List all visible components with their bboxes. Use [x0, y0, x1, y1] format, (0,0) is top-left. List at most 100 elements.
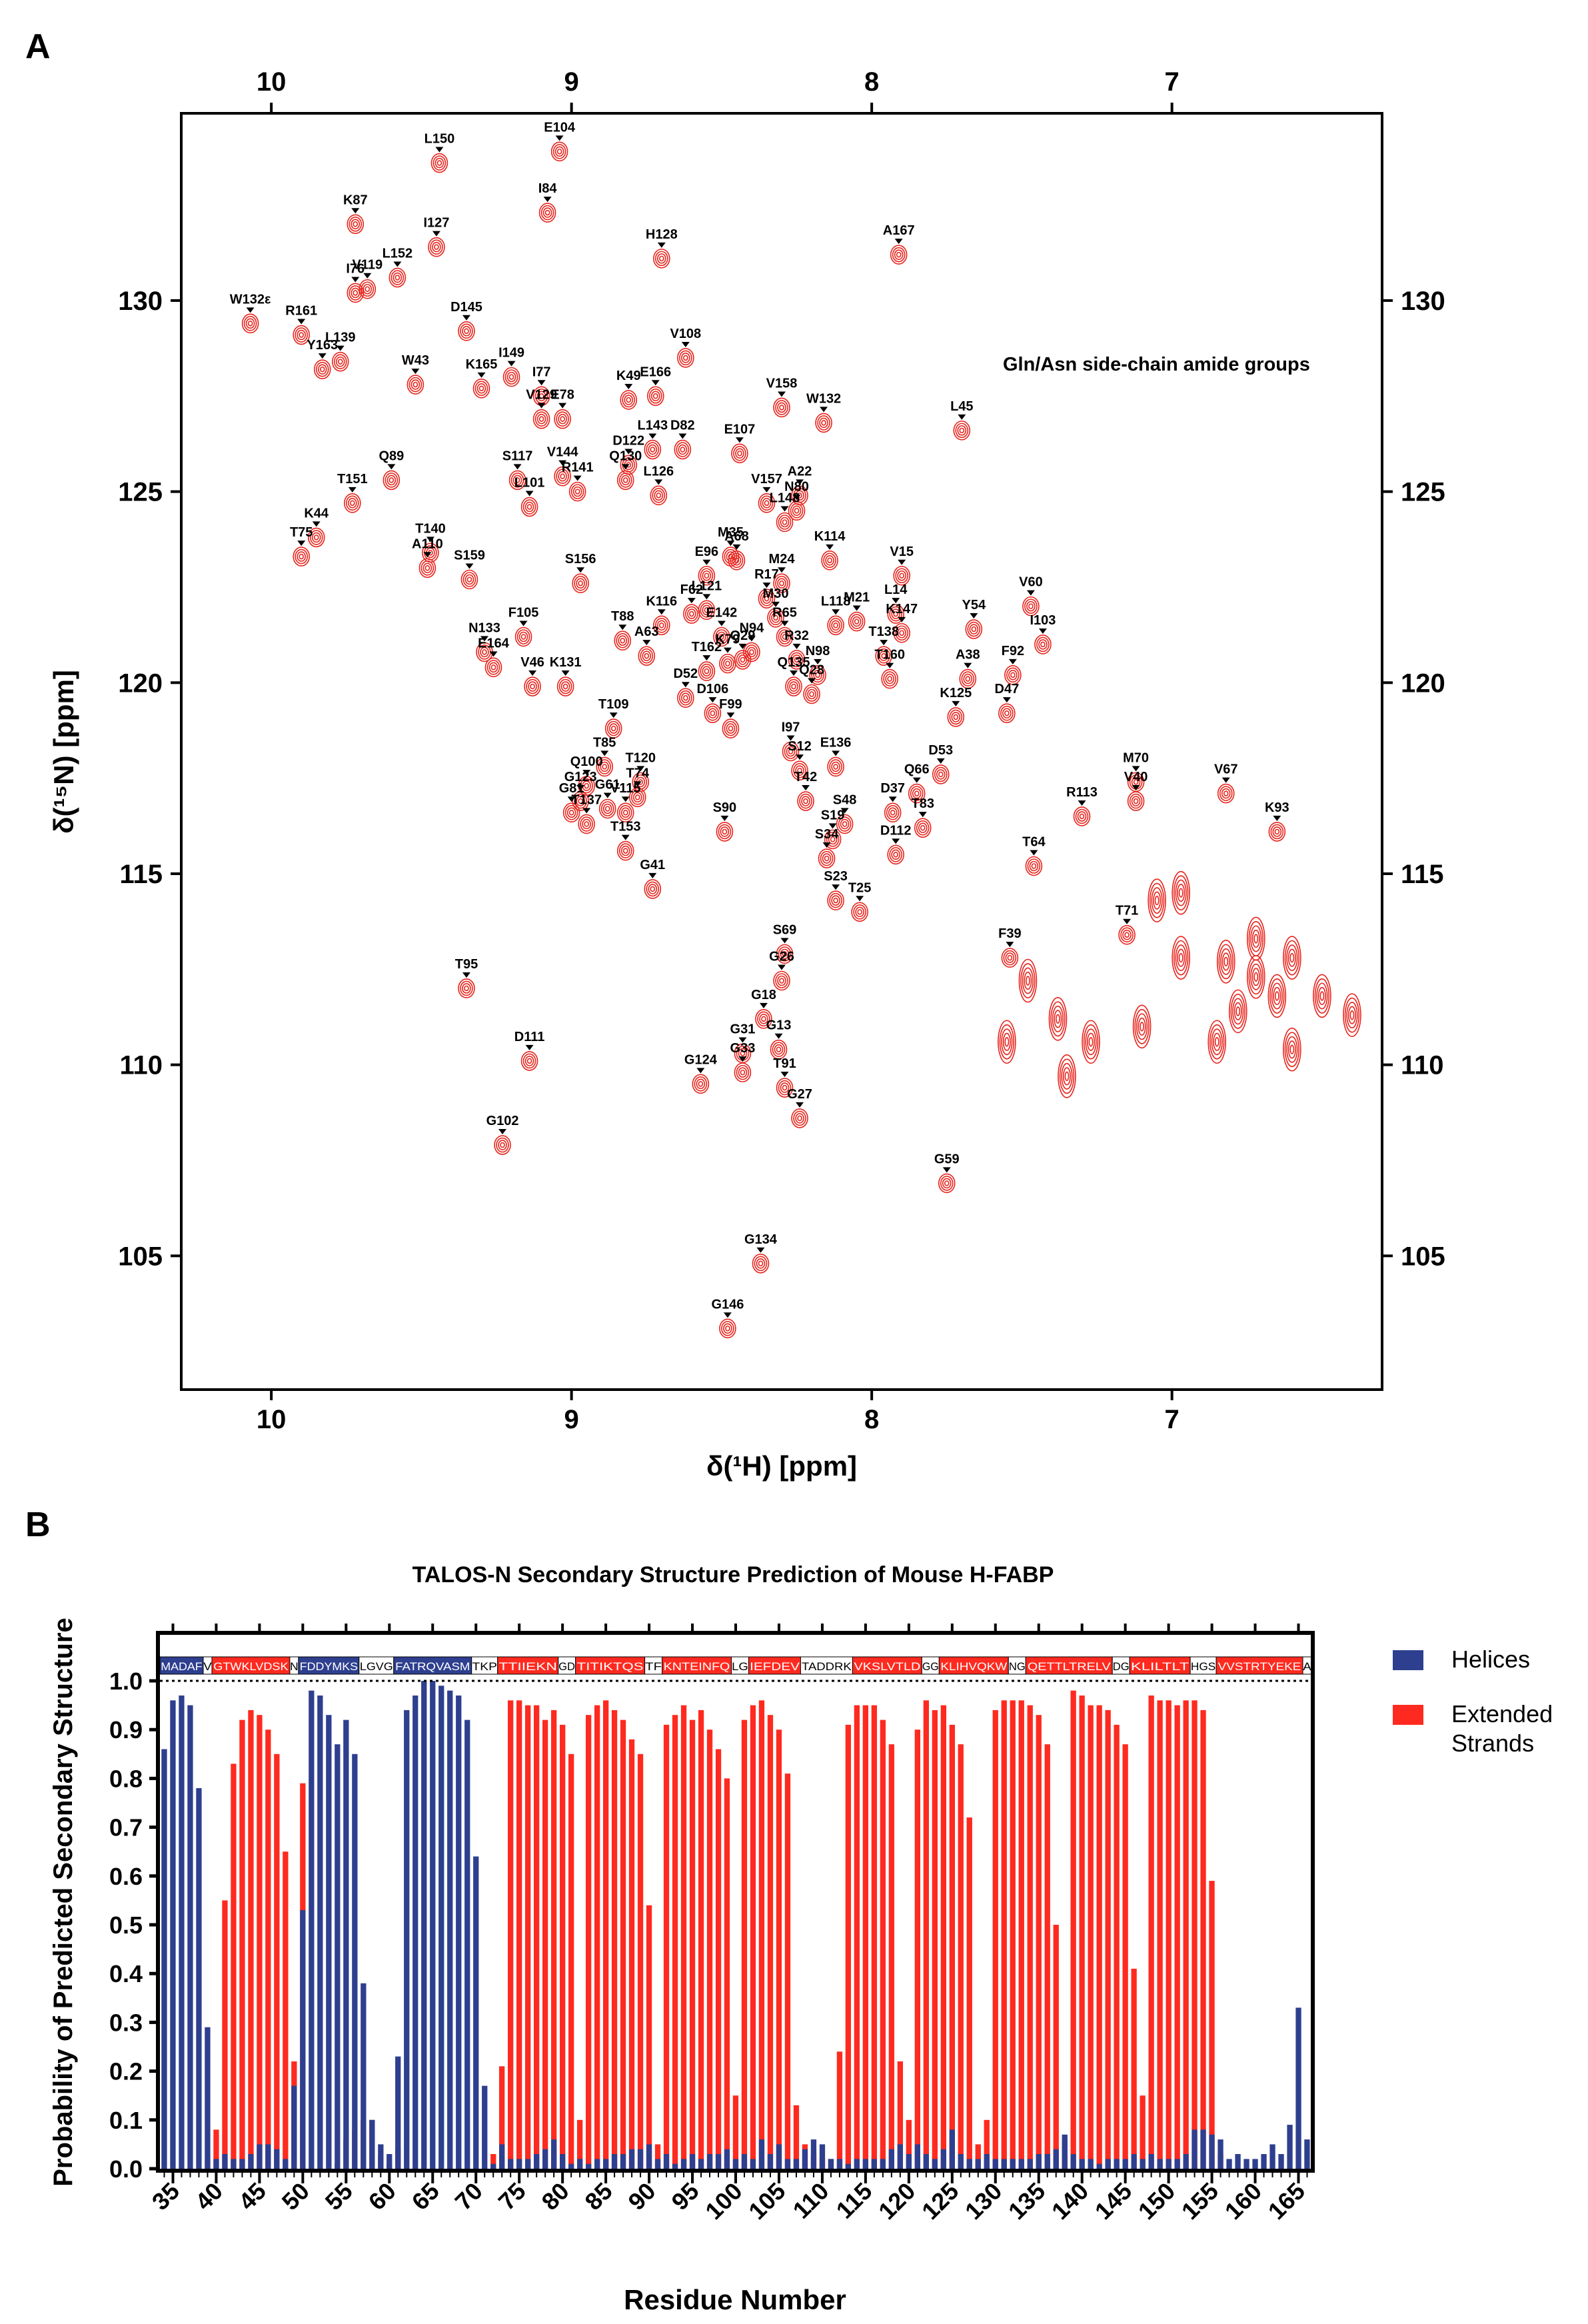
peak-K44 — [307, 527, 325, 548]
peak-label: T85 — [593, 735, 616, 750]
peak-arrow — [582, 808, 591, 814]
peak-T95 — [458, 978, 475, 998]
strand-bar — [577, 2119, 583, 2169]
helix-bar — [239, 2159, 245, 2169]
side-chain-peak — [1246, 954, 1265, 999]
peak-F99 — [722, 718, 740, 738]
peak-label: F99 — [719, 697, 742, 712]
x-tick-label-top: 8 — [864, 67, 879, 97]
peak-I84 — [538, 203, 556, 223]
peak-V46 — [524, 676, 541, 696]
peak-arrow — [651, 380, 660, 386]
peak-label: V60 — [1019, 575, 1043, 590]
peak-arrow — [1273, 815, 1281, 821]
peak-arrow — [738, 1056, 747, 1062]
peak-arrow — [856, 896, 864, 902]
helix-bar — [525, 2159, 531, 2169]
peak-F105 — [514, 626, 532, 647]
peak-label: K165 — [466, 357, 498, 372]
peak-label: E136 — [820, 735, 852, 750]
sequence-text: GG — [922, 1660, 939, 1673]
strand-bar — [1200, 1710, 1206, 2169]
sequence-segment-strand — [852, 1656, 922, 1675]
peak-label: H128 — [646, 227, 678, 242]
peak-arrow — [814, 658, 822, 664]
strand-bar — [1183, 1700, 1189, 2169]
peak-label: I97 — [782, 720, 800, 735]
peak-W132ε — [241, 313, 259, 334]
peak-label: K44 — [304, 506, 329, 521]
x-tick-label: 110 — [788, 2177, 834, 2224]
helix-bar — [594, 2159, 600, 2169]
strand-bar — [1079, 1696, 1085, 2169]
peak-label: N98 — [806, 644, 830, 658]
strand-bar — [222, 1900, 228, 2169]
peak-L14 — [887, 604, 904, 624]
helix-bar — [343, 1720, 349, 2169]
peak-label: V108 — [670, 327, 701, 341]
y-tick-label: 0.2 — [109, 2058, 143, 2085]
strand-bar — [715, 1749, 722, 2169]
peak-K87 — [347, 214, 365, 235]
peak-Q130 — [616, 470, 634, 491]
peak-label: I149 — [498, 346, 524, 361]
peak-label: M35 — [718, 525, 744, 540]
peak-arrow — [780, 506, 789, 512]
strand-bar — [586, 1715, 592, 2169]
peak-T160 — [881, 668, 898, 689]
helix-bar — [1018, 2159, 1024, 2169]
peak-arrow — [642, 640, 651, 646]
peak-label: T71 — [1116, 904, 1138, 918]
y-tick-label: 0.8 — [109, 1765, 143, 1792]
y-tick-label: 130 — [118, 287, 163, 316]
sequence-text: IEFDEV — [750, 1660, 800, 1673]
y-tick-label: 0.9 — [109, 1716, 143, 1743]
peak-label: R113 — [1066, 785, 1098, 800]
peak-arrow — [738, 1037, 747, 1043]
strand-bar — [940, 1705, 946, 2169]
peak-label: L152 — [383, 247, 413, 261]
x-tick-label-top: 10 — [257, 67, 287, 97]
strand-bar — [1096, 1705, 1102, 2169]
peak-D47 — [998, 703, 1016, 723]
helix-bar — [620, 2154, 626, 2169]
helix-bar — [871, 2159, 877, 2169]
peak-arrow — [738, 643, 747, 649]
peak-label: G31 — [730, 1022, 756, 1036]
helix-bar — [404, 1710, 410, 2169]
helix-bar — [499, 2144, 505, 2169]
talos-title: TALOS-N Secondary Structure Prediction o… — [412, 1562, 1054, 1588]
peak-arrow — [555, 135, 564, 141]
peak-label: E107 — [724, 422, 756, 437]
x-tick-label: 145 — [1090, 2177, 1137, 2225]
peak-label: L143 — [637, 419, 668, 433]
helix-bar — [958, 2154, 964, 2169]
helix-bar — [161, 1749, 167, 2169]
helix-bar — [828, 2159, 834, 2169]
peak-S12 — [791, 760, 808, 780]
helix-bar — [1053, 2149, 1059, 2169]
sequence-text: VVSTRTYEKE — [1218, 1660, 1301, 1673]
helix-bar — [706, 2154, 713, 2169]
side-chain-peak — [1283, 936, 1301, 980]
talos-bars — [161, 1681, 1310, 2169]
helix-bar — [1261, 2154, 1267, 2169]
peak-label: G102 — [486, 1114, 519, 1128]
peak-arrow — [297, 319, 306, 325]
peak-label: G134 — [744, 1232, 778, 1247]
strand-bar — [542, 1720, 548, 2169]
helix-bar — [611, 2154, 618, 2169]
strand-bar — [508, 1700, 514, 2169]
sequence-text: TKP — [472, 1660, 497, 1673]
peak-label: S12 — [788, 739, 812, 754]
peak-T64 — [1025, 856, 1043, 876]
hsqc-frame — [180, 112, 1383, 1391]
sequence-text: TF — [645, 1660, 662, 1673]
sequence-segment-coil — [800, 1656, 853, 1675]
helix-bar — [1096, 2163, 1102, 2169]
peak-label: D82 — [670, 419, 695, 433]
strand-bar — [680, 1705, 687, 2169]
y-tick-label: 125 — [118, 478, 163, 507]
helix-bar — [490, 2163, 496, 2169]
peak-D145 — [458, 321, 475, 341]
